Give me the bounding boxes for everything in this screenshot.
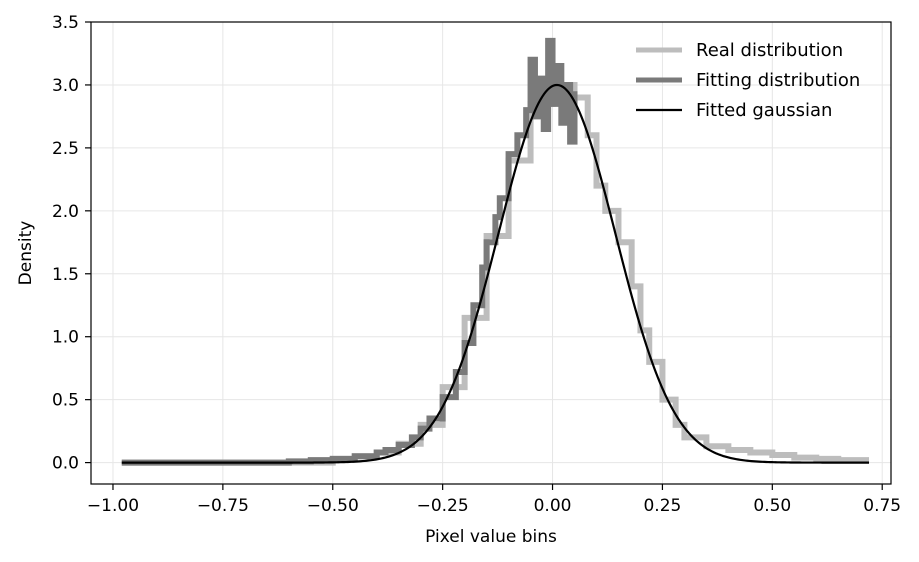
legend-label-fitted-gaussian: Fitted gaussian <box>696 100 832 121</box>
y-tick-label: 3.5 <box>52 13 79 33</box>
y-tick-label: 0.0 <box>52 454 79 474</box>
y-axis-label: Density <box>16 221 36 286</box>
series-fitting-distribution <box>121 37 578 466</box>
y-tick-label: 3.0 <box>52 76 79 96</box>
legend-label-fitting-distribution: Fitting distribution <box>696 70 860 91</box>
x-tick-label: 0.75 <box>863 496 901 516</box>
x-tick-label: 0.50 <box>753 496 791 516</box>
x-axis-label: Pixel value bins <box>425 527 557 547</box>
x-tick-label: 0.25 <box>643 496 681 516</box>
series-fitted-gaussian <box>121 83 870 464</box>
legend: Real distribution Fitting distribution F… <box>636 40 860 121</box>
legend-label-real-distribution: Real distribution <box>696 40 843 61</box>
axis-ticks: −1.00 −0.75 −0.50 −0.25 0.00 0.25 0.50 0.75 0.0 0… <box>52 13 901 516</box>
y-tick-label: 2.0 <box>52 202 79 222</box>
plot-frame <box>90 21 892 485</box>
x-tick-label: −0.75 <box>197 496 249 516</box>
x-tick-label: −1.00 <box>87 496 139 516</box>
series-layer <box>121 37 870 466</box>
y-tick-label: 2.5 <box>52 139 79 159</box>
x-tick-label: −0.25 <box>417 496 469 516</box>
y-tick-label: 1.5 <box>52 265 79 285</box>
y-tick-label: 1.0 <box>52 328 79 348</box>
y-tick-label: 0.5 <box>52 391 79 411</box>
x-tick-label: 0.00 <box>534 496 572 516</box>
x-tick-label: −0.50 <box>307 496 359 516</box>
